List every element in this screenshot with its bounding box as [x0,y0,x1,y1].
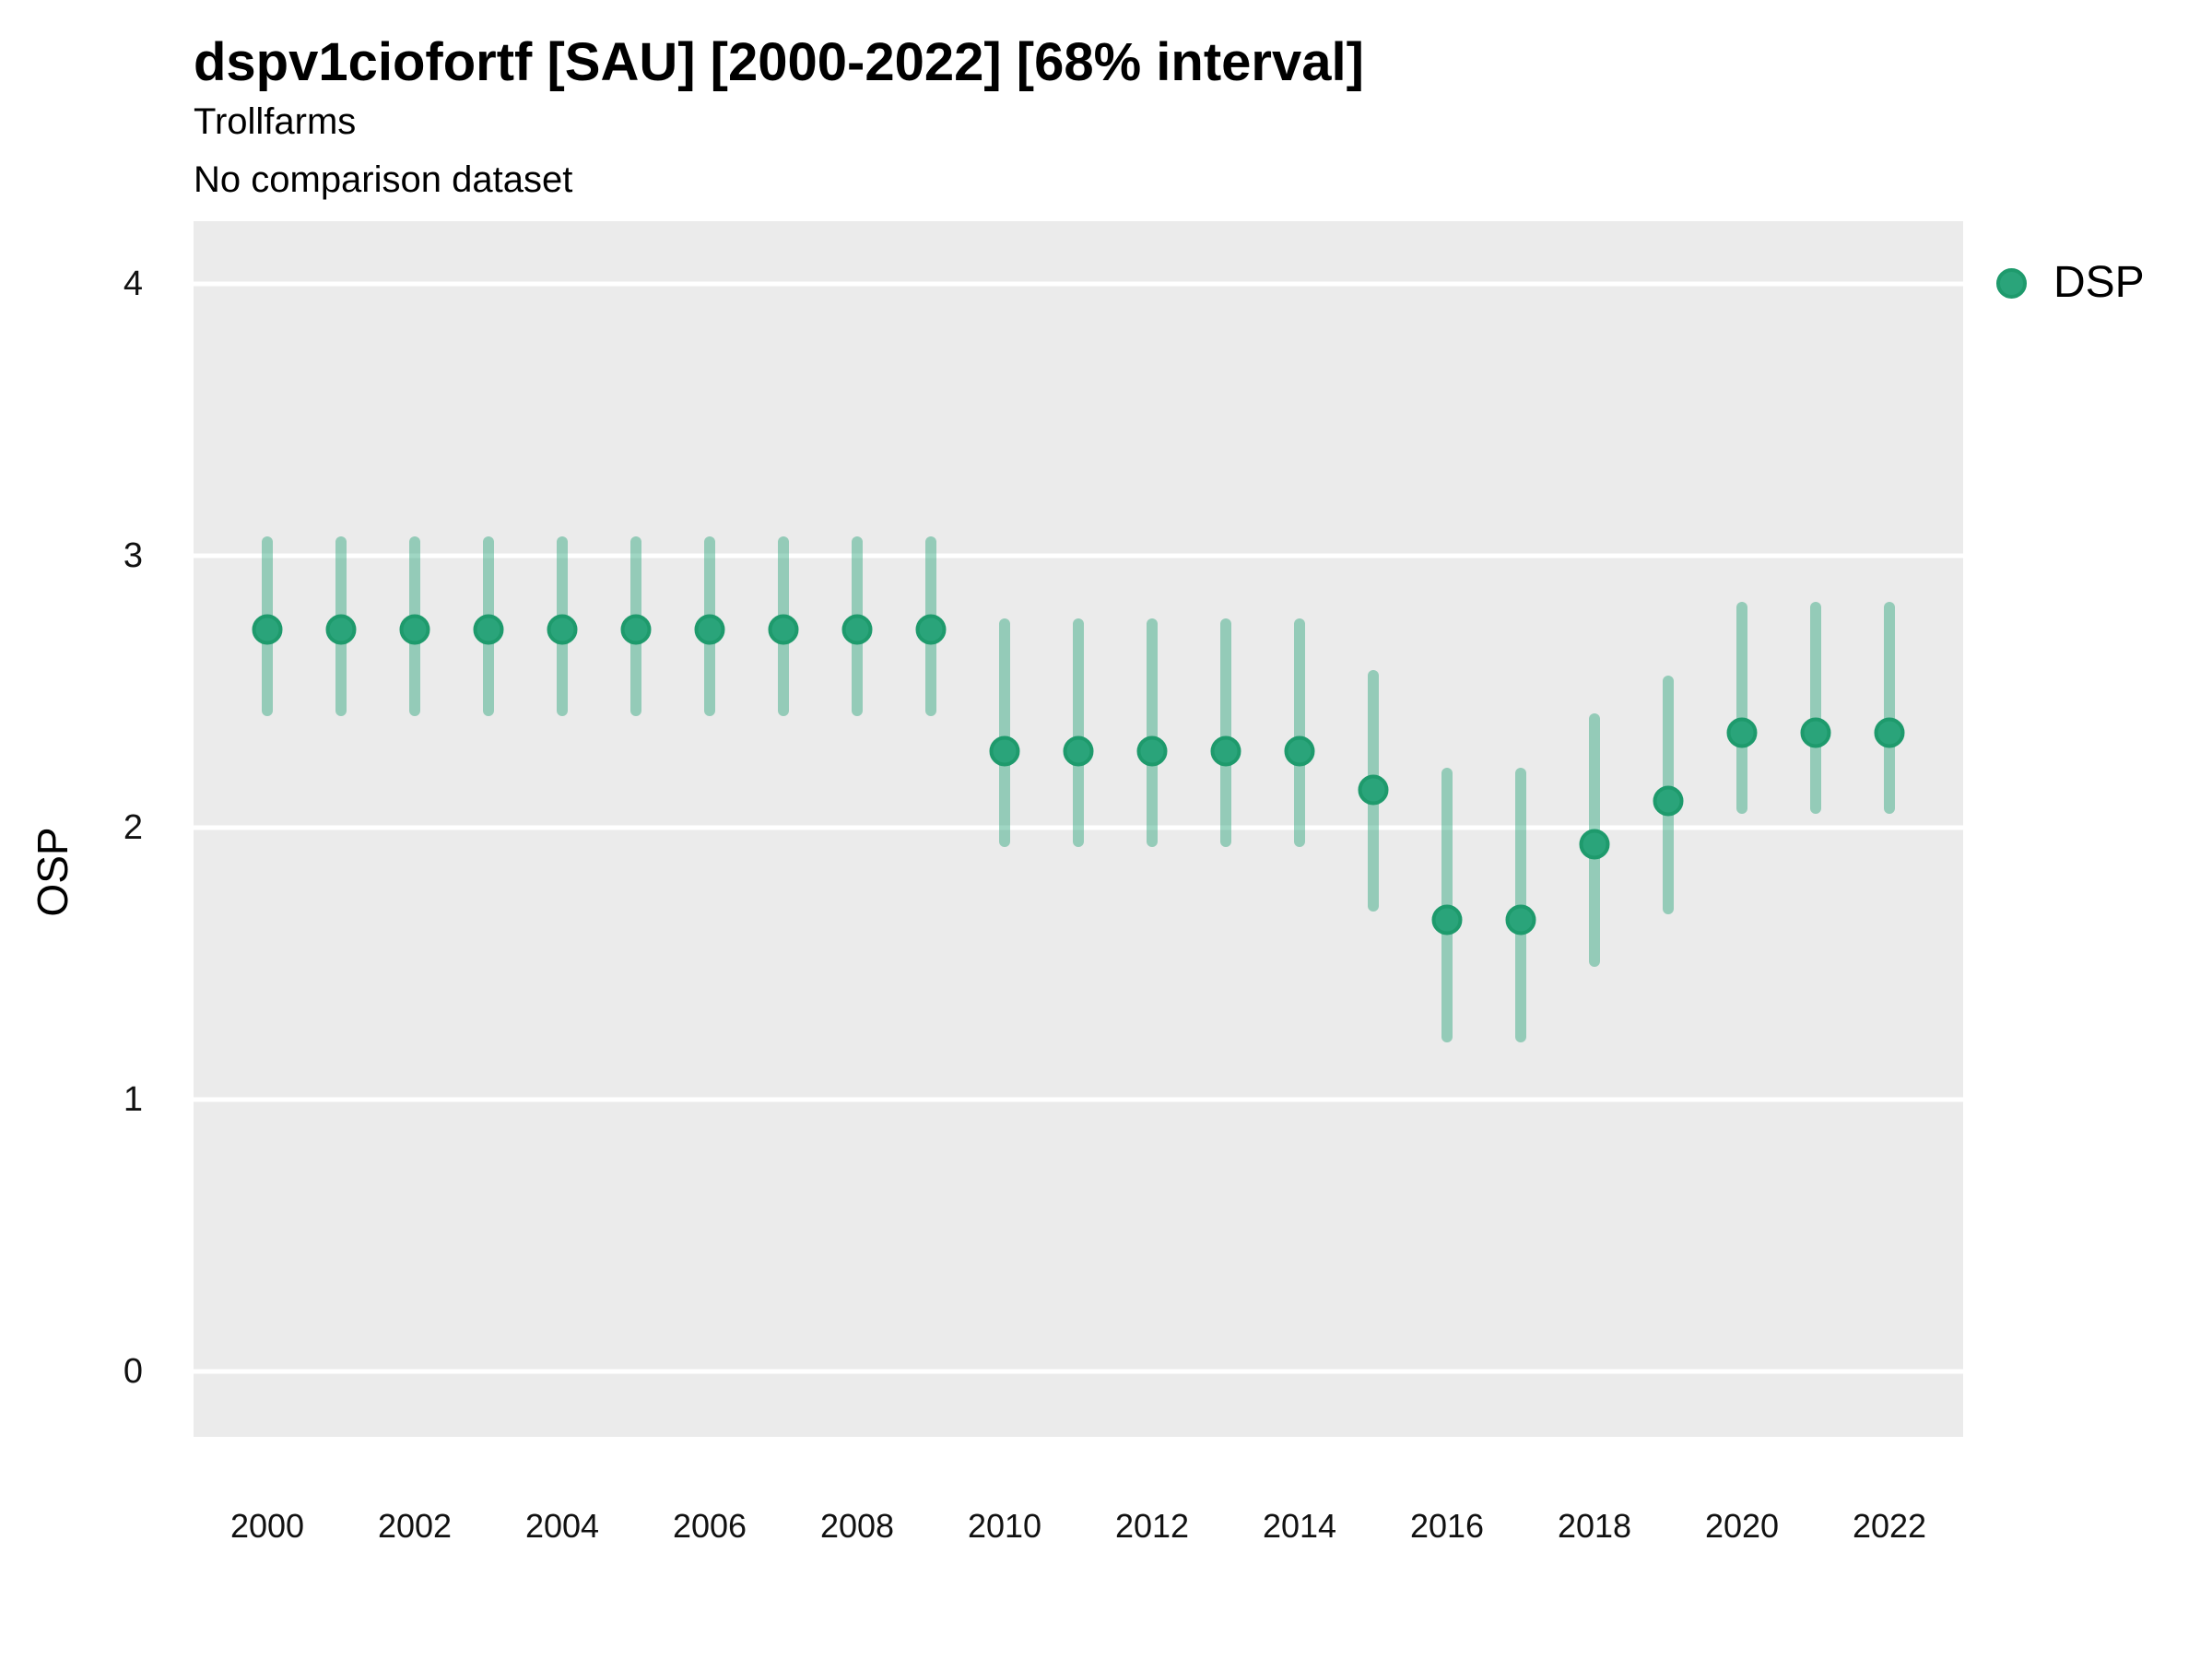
data-point-2000 [252,614,283,645]
x-tick-label: 2006 [672,1507,747,1545]
data-point-2015 [1358,774,1389,806]
x-tick-label: 2008 [819,1507,895,1545]
error-bar-2021 [1810,602,1821,815]
error-bar-2022 [1884,602,1895,815]
data-point-2020 [1726,717,1758,748]
x-tick-label: 2014 [1262,1507,1337,1545]
chart-note: No comparison dataset [194,159,573,200]
data-point-2002 [399,614,430,645]
y-tick-label: 4 [123,264,143,303]
gridline-y-2 [194,825,1963,830]
data-point-2017 [1505,904,1536,935]
legend: DSP [1996,261,2145,305]
plot-area [194,221,1963,1437]
y-tick-label: 3 [123,535,143,575]
data-point-2014 [1284,735,1315,767]
x-tick-label: 2000 [229,1507,305,1545]
gridline-y-4 [194,281,1963,287]
x-tick-label: 2020 [1704,1507,1780,1545]
error-bar-2013 [1220,618,1231,847]
gridline-y-1 [194,1097,1963,1102]
data-point-2010 [989,735,1020,767]
error-bar-2012 [1147,618,1158,847]
gridline-y-3 [194,553,1963,559]
data-point-2013 [1210,735,1241,767]
chart-subtitle: Trollfarms [194,101,357,142]
x-tick-label: 2002 [377,1507,453,1545]
error-bar-2014 [1294,618,1305,847]
data-point-2008 [841,614,873,645]
error-bar-2010 [999,618,1010,847]
data-point-2011 [1063,735,1094,767]
legend-label-dsp: DSP [2053,258,2145,307]
data-point-2018 [1579,829,1610,860]
y-tick-label: 1 [123,1080,143,1120]
y-tick-label: 2 [123,808,143,848]
data-point-2003 [473,614,504,645]
gridline-y-0 [194,1369,1963,1374]
error-bar-2020 [1736,602,1747,815]
data-point-2009 [915,614,947,645]
x-tick-label: 2010 [967,1507,1042,1545]
x-tick-label: 2012 [1114,1507,1190,1545]
data-point-2004 [547,614,578,645]
x-tick-label: 2004 [524,1507,600,1545]
data-point-2016 [1431,904,1463,935]
data-point-2006 [694,614,725,645]
data-point-2022 [1874,717,1905,748]
y-tick-label: 0 [123,1352,143,1392]
chart-title: dspv1ciofortf [SAU] [2000-2022] [68% int… [194,32,1364,92]
data-point-2012 [1136,735,1168,767]
x-tick-label: 2018 [1557,1507,1632,1545]
data-point-2021 [1800,717,1831,748]
data-point-2005 [620,614,652,645]
data-point-2001 [325,614,357,645]
error-bar-2011 [1073,618,1084,847]
data-point-2007 [768,614,799,645]
x-tick-label: 2016 [1409,1507,1485,1545]
x-tick-label: 2022 [1852,1507,1927,1545]
data-point-2019 [1653,785,1684,817]
legend-marker-dsp [1996,267,2027,299]
